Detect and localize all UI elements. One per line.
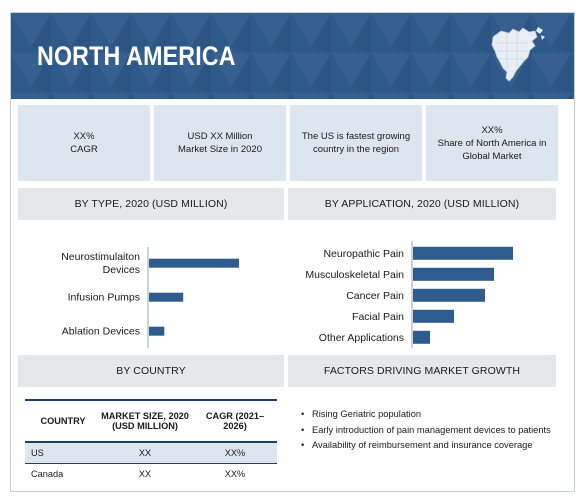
stat-global-share-value: XX% [481,124,503,136]
bar [413,267,494,281]
growth-factors-list: Rising Geriatric population Early introd… [301,407,571,454]
by-type-header: BY TYPE, 2020 (USD MILLION) [18,188,284,220]
stat-fastest-country-line2: country in the region [312,144,400,155]
category-label: Facial Pain [352,311,404,323]
stat-cagr-value: XX% [73,131,95,142]
bar [149,326,165,336]
country-cell: US [25,442,97,464]
stat-fastest-country-line1: The US is fastest growing [301,131,411,142]
bar [413,246,513,260]
list-item: Rising Geriatric population [301,407,571,423]
list-item: Availability of reimbursement and insura… [301,438,571,454]
stat-fastest-country: The US is fastest growing country in the… [290,105,422,181]
stat-market-size-label: Market Size in 2020 [178,144,262,155]
factors-header: FACTORS DRIVING MARKET GROWTH [288,355,556,387]
by-type-chart: Neurostimulaiton Devices Infusion Pumps Abl… [18,225,284,351]
stat-market-size-value: USD XX Million [187,131,253,142]
country-table: COUNTRY MARKET SIZE, 2020 (USD MILLION) … [25,399,277,484]
market-size-cell: XX [97,442,193,464]
category-label: Ablation Devices [62,326,140,338]
bar [413,288,485,302]
region-header: NORTH AMERICA [11,13,574,99]
header-pattern [11,13,574,99]
bar [413,309,454,323]
by-application-header: BY APPLICATION, 2020 (USD MILLION) [288,188,556,220]
stat-global-share-line1: Share of North America in [437,137,547,149]
category-label: Neuropathic Pain [323,248,404,260]
market-size-cell: XX [138,468,152,479]
cagr-cell: XX% [193,442,277,464]
market-size-col-header: MARKET SIZE, 2020 (USD MILLION) [97,399,193,443]
cagr-cell: XX% [224,468,246,479]
by-application-chart: Neuropathic Pain Musculoskeletal Pain Canc… [288,225,556,351]
stat-global-share-line2: Global Market [462,150,522,162]
stat-market-size: USD XX Million Market Size in 2020 [154,105,286,181]
stat-cagr: XX% CAGR [18,105,150,181]
north-america-map-icon [491,27,545,82]
category-label: Neurostimulaiton Devices [61,251,140,276]
table-row: Canada XX XX% [25,463,277,484]
bar [149,292,184,302]
country-col-header: COUNTRY [25,399,97,443]
infographic-frame: NORTH AMERICA XX% CAGR USD XX Million Ma… [10,12,575,492]
cagr-col-header: CAGR (2021–2026) [193,399,277,443]
stat-cagr-label: CAGR [70,144,98,155]
by-country-header: BY COUNTRY [18,355,284,387]
region-title: NORTH AMERICA [37,41,236,71]
category-label: Other Applications [319,332,404,344]
list-item: Early introduction of pain management de… [301,423,571,439]
category-label: Musculoskeletal Pain [305,269,404,281]
stat-global-share: XX% Share of North America in Global Mar… [426,105,558,181]
bar [149,258,239,268]
bar [413,330,430,344]
key-stats-row: XX% CAGR USD XX Million Market Size in 2… [18,105,567,181]
category-label: Cancer Pain [346,290,404,302]
country-cell: Canada [31,468,64,479]
table-row: US XX XX% [25,442,277,464]
category-label: Infusion Pumps [68,292,140,304]
